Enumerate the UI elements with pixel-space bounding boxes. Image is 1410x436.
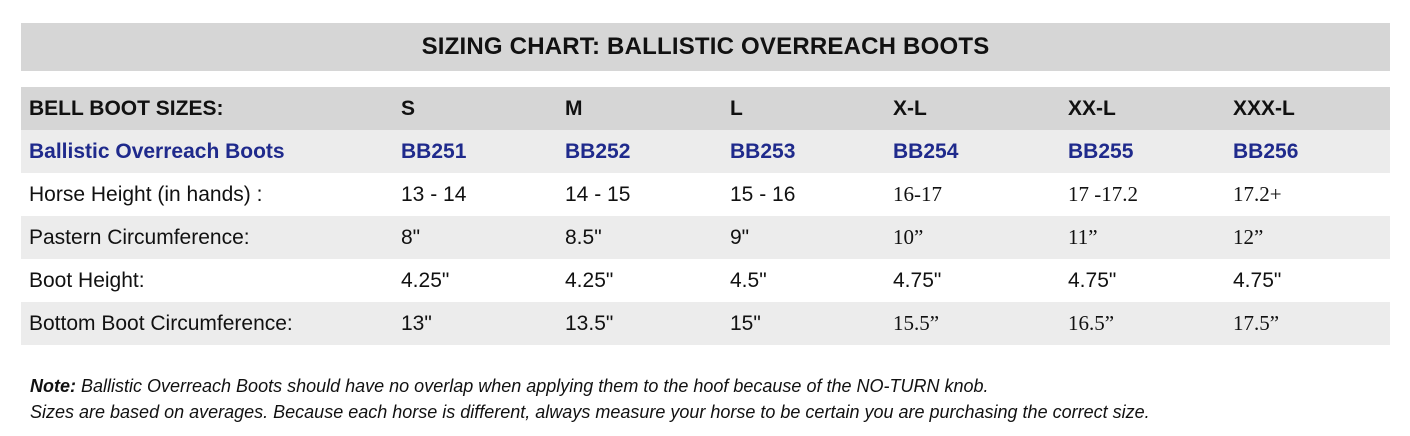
row-label: Pastern Circumference: bbox=[29, 226, 250, 249]
header-cell-m: M bbox=[565, 97, 583, 120]
table-cell: 8.5" bbox=[565, 226, 602, 249]
header-cell-xxxl: XXX-L bbox=[1233, 97, 1295, 120]
table-cell: 4.25" bbox=[565, 269, 614, 292]
table-row-bottom-circumference: Bottom Boot Circumference: 13" 13.5" 15"… bbox=[21, 302, 1390, 345]
note-label: Note: bbox=[30, 376, 76, 396]
header-cell-l: L bbox=[730, 97, 743, 120]
table-cell: BB255 bbox=[1068, 140, 1134, 163]
table-cell: 13" bbox=[401, 312, 432, 335]
table-cell: BB252 bbox=[565, 140, 631, 163]
table-cell: 15 - 16 bbox=[730, 183, 796, 206]
note-line-2: Sizes are based on averages. Because eac… bbox=[30, 402, 1150, 422]
header-cell-xl: X-L bbox=[893, 97, 927, 120]
table-cell: 14 - 15 bbox=[565, 183, 631, 206]
table-cell: 4.75" bbox=[1068, 269, 1117, 292]
table-cell: 12” bbox=[1233, 225, 1264, 249]
table-row-product-codes: Ballistic Overreach Boots BB251 BB252 BB… bbox=[21, 130, 1390, 173]
table-cell: 4.5" bbox=[730, 269, 767, 292]
table-cell: 17 -17.2 bbox=[1068, 182, 1138, 206]
note-text-1: Ballistic Overreach Boots should have no… bbox=[76, 376, 989, 396]
row-label: Boot Height: bbox=[29, 269, 145, 292]
table-cell: 8" bbox=[401, 226, 421, 249]
table-cell: BB253 bbox=[730, 140, 796, 163]
table-cell: 15.5” bbox=[893, 311, 940, 335]
table-cell: BB251 bbox=[401, 140, 467, 163]
table-cell: 10” bbox=[893, 225, 924, 249]
table-cell: 13.5" bbox=[565, 312, 614, 335]
table-cell: BB254 bbox=[893, 140, 959, 163]
table-row-boot-height: Boot Height: 4.25" 4.25" 4.5" 4.75" 4.75… bbox=[21, 259, 1390, 302]
notes-section: Note: Ballistic Overreach Boots should h… bbox=[30, 373, 1150, 425]
table-cell: 16.5” bbox=[1068, 311, 1115, 335]
table-cell: 17.2+ bbox=[1233, 182, 1282, 206]
header-cell-xxl: XX-L bbox=[1068, 97, 1116, 120]
table-cell: BB256 bbox=[1233, 140, 1299, 163]
table-cell: 16-17 bbox=[893, 182, 942, 206]
row-label: Bottom Boot Circumference: bbox=[29, 312, 293, 335]
table-cell: 4.75" bbox=[893, 269, 942, 292]
table-header-row: BELL BOOT SIZES: S M L X-L XX-L XXX-L bbox=[21, 87, 1390, 130]
table-cell: 11” bbox=[1068, 225, 1098, 249]
table-row-horse-height: Horse Height (in hands) : 13 - 14 14 - 1… bbox=[21, 173, 1390, 216]
row-label: Ballistic Overreach Boots bbox=[29, 140, 285, 163]
header-cell-label: BELL BOOT SIZES: bbox=[29, 97, 224, 120]
sizing-table: BELL BOOT SIZES: S M L X-L XX-L XXX-L Ba… bbox=[21, 87, 1390, 345]
chart-title: SIZING CHART: BALLISTIC OVERREACH BOOTS bbox=[421, 33, 990, 60]
table-cell: 17.5” bbox=[1233, 311, 1280, 335]
note-line-1: Note: Ballistic Overreach Boots should h… bbox=[30, 373, 1150, 399]
row-label: Horse Height (in hands) : bbox=[29, 183, 263, 206]
table-cell: 4.25" bbox=[401, 269, 450, 292]
table-cell: 13 - 14 bbox=[401, 183, 467, 206]
table-cell: 9" bbox=[730, 226, 750, 249]
chart-title-bar: SIZING CHART: BALLISTIC OVERREACH BOOTS bbox=[21, 23, 1390, 71]
table-cell: 15" bbox=[730, 312, 761, 335]
header-cell-s: S bbox=[401, 97, 416, 120]
table-cell: 4.75" bbox=[1233, 269, 1282, 292]
table-row-pastern: Pastern Circumference: 8" 8.5" 9" 10” 11… bbox=[21, 216, 1390, 259]
